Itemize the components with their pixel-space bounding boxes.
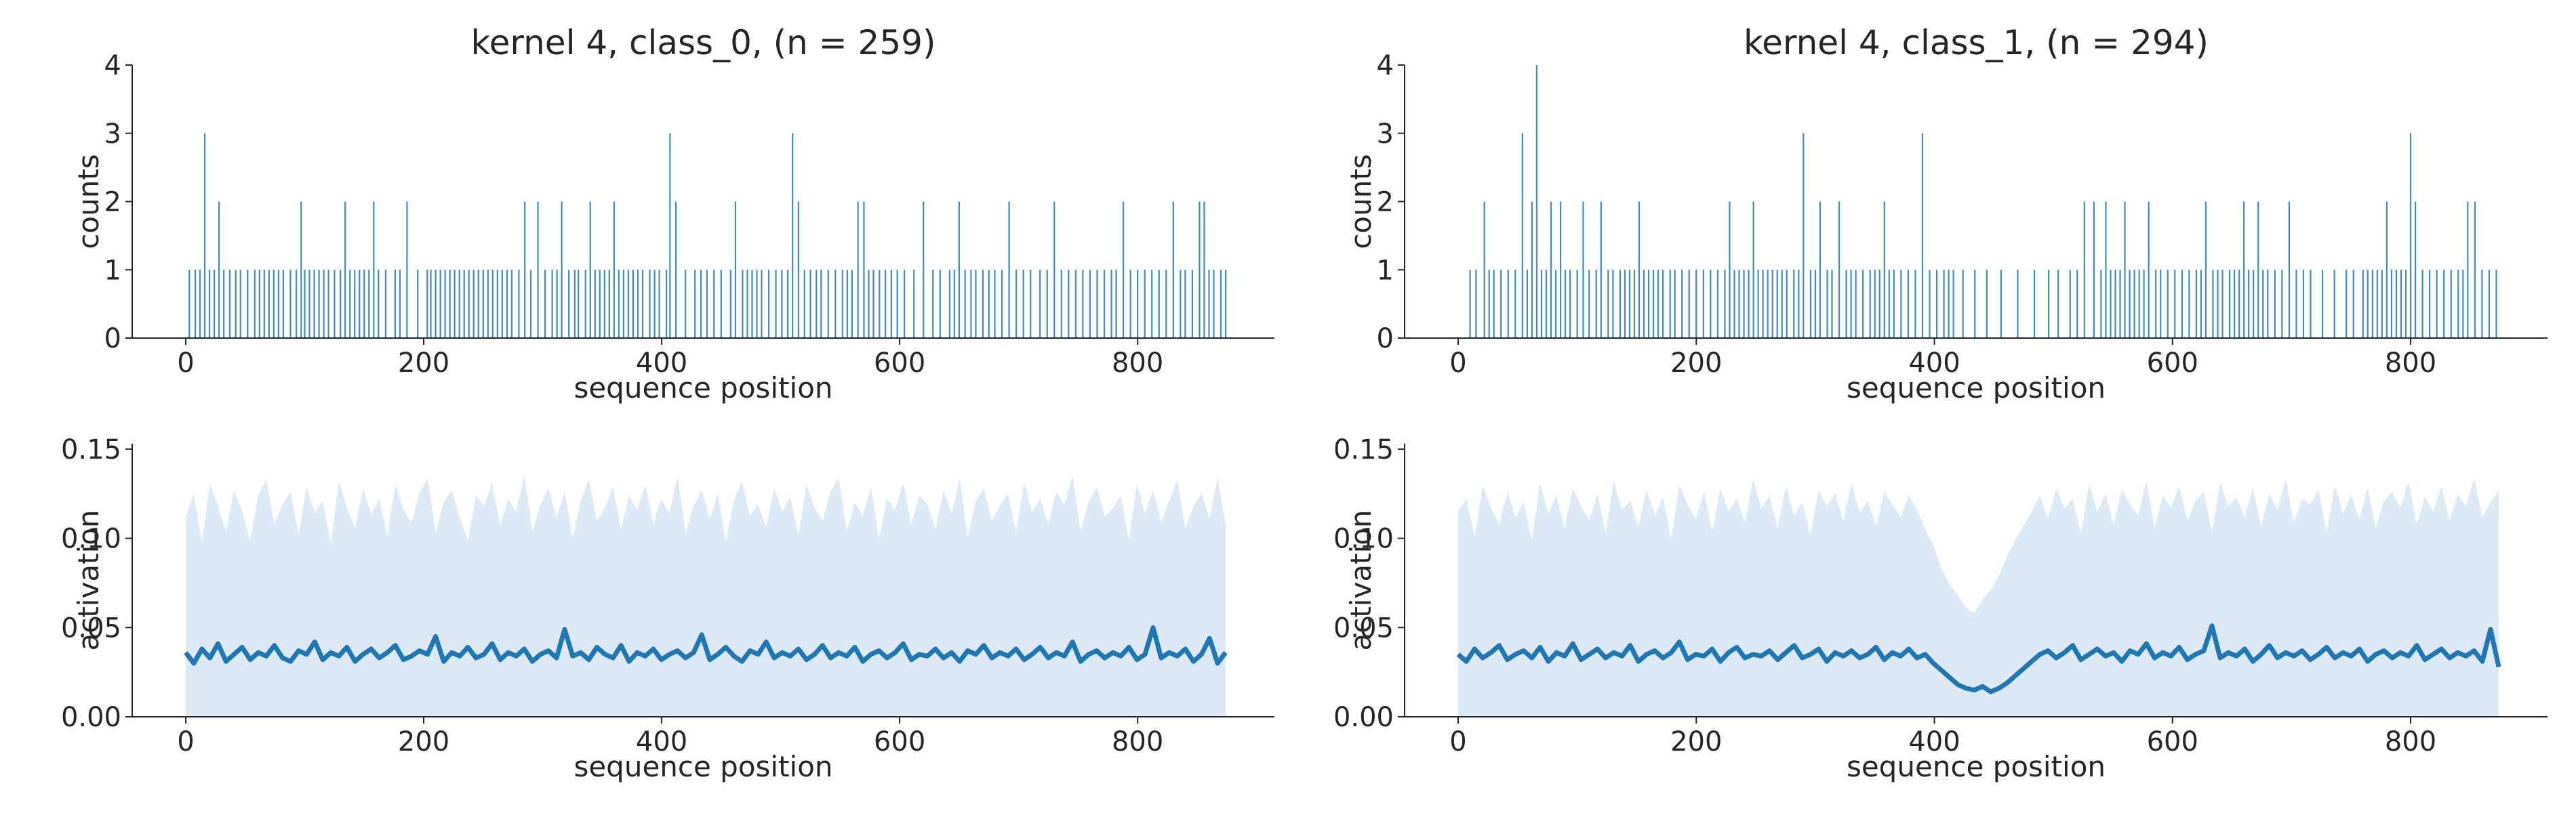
bar-series bbox=[1469, 65, 2497, 338]
y-tick-label: 4 bbox=[104, 50, 121, 81]
y-tick-label: 0.15 bbox=[1333, 434, 1394, 465]
mean-activation-line bbox=[184, 625, 1228, 666]
x-tick-label: 800 bbox=[1112, 348, 1163, 379]
y-tick-label: 3 bbox=[104, 119, 121, 150]
y-tick-label: 2 bbox=[104, 187, 121, 218]
x-tick-label: 400 bbox=[1908, 348, 1960, 379]
y-tick-label: 0 bbox=[104, 323, 121, 354]
y-axis-label: activation bbox=[1344, 509, 1377, 650]
x-tick-label: 400 bbox=[1908, 726, 1960, 757]
y-tick-label: 0.15 bbox=[61, 434, 121, 465]
x-axis-label: sequence position bbox=[1847, 371, 2106, 404]
panel-bottom-right: 0 200 400 600 800 0.00 0.05 0.10 0.15 sequence po… bbox=[1333, 434, 2548, 783]
x-axis-label: sequence position bbox=[573, 371, 832, 404]
panel-top-left: 0 200 400 600 800 0 1 2 3 4 sequence position count… bbox=[72, 23, 1274, 404]
x-tick-label: 0 bbox=[1449, 348, 1466, 379]
x-tick-label: 400 bbox=[636, 348, 687, 379]
chart-title: kernel 4, class_0, (n = 259) bbox=[471, 23, 936, 62]
x-tick-label: 800 bbox=[2385, 348, 2436, 379]
x-tick-label: 600 bbox=[874, 726, 925, 757]
activation-band bbox=[185, 474, 1226, 717]
x-tick-label: 800 bbox=[2385, 726, 2436, 757]
y-tick-label: 0.10 bbox=[1333, 524, 1394, 555]
x-tick-label: 200 bbox=[398, 348, 449, 379]
activation-band bbox=[1458, 478, 2499, 717]
x-tick-label: 200 bbox=[398, 726, 449, 757]
chart-title: kernel 4, class_1, (n = 294) bbox=[1744, 23, 2209, 62]
y-axis-label: activation bbox=[72, 509, 105, 650]
y-axis-label: counts bbox=[1344, 154, 1377, 249]
y-tick-label: 3 bbox=[1377, 119, 1394, 150]
bar-series bbox=[188, 133, 1227, 338]
y-tick-label: 0.05 bbox=[1333, 612, 1394, 644]
x-tick-label: 400 bbox=[636, 726, 687, 757]
x-tick-label: 800 bbox=[1112, 726, 1163, 757]
x-axis-label: sequence position bbox=[573, 750, 832, 783]
x-tick-label: 0 bbox=[177, 348, 194, 379]
x-tick-label: 200 bbox=[1670, 348, 1722, 379]
y-tick-label: 0.05 bbox=[61, 612, 121, 644]
x-tick-label: 0 bbox=[177, 726, 194, 757]
x-tick-label: 600 bbox=[2147, 726, 2198, 757]
panel-bottom-left: 0 200 400 600 800 0.00 0.05 0.10 0.15 sequence po… bbox=[61, 434, 1274, 783]
y-tick-label: 2 bbox=[1377, 187, 1394, 218]
y-tick-label: 1 bbox=[104, 255, 121, 286]
y-tick-label: 0.10 bbox=[61, 524, 121, 555]
mean-activation-line bbox=[1456, 623, 2501, 694]
y-tick-label: 0.00 bbox=[61, 702, 121, 733]
x-tick-label: 0 bbox=[1449, 726, 1466, 757]
x-axis-label: sequence position bbox=[1847, 750, 2106, 783]
y-tick-label: 1 bbox=[1377, 255, 1394, 286]
y-axis-label: counts bbox=[72, 154, 105, 249]
x-tick-label: 200 bbox=[1670, 726, 1722, 757]
y-tick-label: 4 bbox=[1377, 50, 1394, 81]
panel-top-right: 0 200 400 600 800 0 1 2 3 4 sequence position count… bbox=[1344, 23, 2548, 404]
y-tick-label: 0 bbox=[1377, 323, 1394, 354]
y-tick-label: 0.00 bbox=[1333, 702, 1394, 733]
x-tick-label: 600 bbox=[2147, 348, 2198, 379]
x-tick-label: 600 bbox=[874, 348, 925, 379]
